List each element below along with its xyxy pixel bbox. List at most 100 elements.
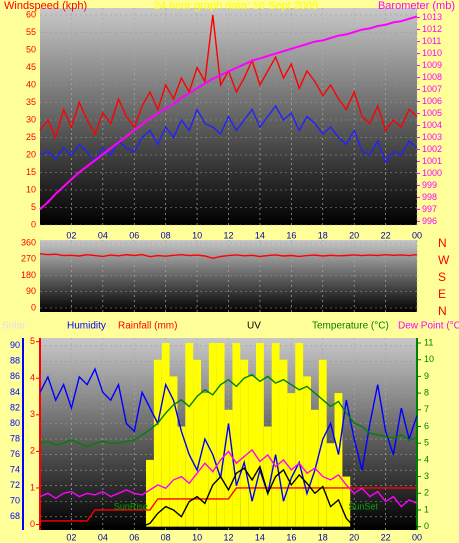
y-tick-label: 50: [26, 44, 36, 54]
solar-bar: [216, 343, 225, 527]
solar-bar: [208, 343, 217, 527]
solar-bar: [248, 376, 256, 527]
series-line: [40, 464, 417, 528]
solar-bar: [224, 409, 233, 527]
y-tick-label: 82: [10, 402, 20, 412]
series-line: [39, 448, 418, 508]
y2-tick-label: 0: [30, 519, 35, 529]
compass-label: N: [438, 304, 447, 318]
y-tick-label: 0: [31, 302, 36, 312]
y2-tick-label: 1009: [422, 60, 442, 70]
y2-tick-label: 1008: [422, 72, 442, 82]
y3-tick-label: 1: [424, 504, 429, 514]
y3-tick-label: 11: [424, 337, 433, 347]
x-tick-label: 18: [318, 230, 328, 240]
solar-bar: [232, 343, 241, 527]
x-tick-label: 20: [349, 230, 359, 240]
solar-bar: [201, 393, 209, 527]
y2-tick-label: 1013: [422, 12, 442, 22]
solar-bar: [263, 426, 272, 527]
x-tick-label: 16: [286, 230, 296, 240]
solar-bar: [146, 459, 154, 527]
x-tick-label: 08: [161, 532, 171, 542]
solar-bar: [318, 359, 327, 527]
compass-label: N: [438, 236, 447, 250]
series-line: [40, 487, 417, 522]
y2-tick-label: 999: [422, 180, 437, 190]
x-tick-label: 02: [66, 532, 76, 542]
y-tick-label: 90: [26, 286, 36, 296]
x-tick-label: 14: [255, 230, 265, 240]
x-tick-label: 10: [192, 230, 202, 240]
y-tick-label: 270: [21, 254, 36, 264]
x-tick-label: 00: [412, 532, 422, 542]
y3-tick-label: 9: [424, 371, 429, 381]
solar-bar: [287, 393, 296, 527]
x-tick-label: 20: [349, 532, 359, 542]
y2-tick-label: 5: [30, 336, 35, 346]
x-tick-label: 06: [129, 230, 139, 240]
y-tick-label: 25: [26, 132, 36, 142]
y-tick-label: 90: [10, 340, 20, 350]
y3-tick-label: 4: [424, 454, 429, 464]
y-tick-label: 40: [26, 79, 36, 89]
y2-tick-label: 4: [30, 373, 35, 383]
series-line: [39, 104, 418, 164]
y-tick-label: 0: [31, 219, 36, 229]
y-tick-label: 70: [10, 496, 20, 506]
x-tick-label: 06: [129, 532, 139, 542]
y3-tick-label: 2: [424, 488, 429, 498]
y-tick-label: 72: [10, 480, 20, 490]
y2-tick-label: 1: [30, 482, 35, 492]
solar-bar: [334, 393, 343, 527]
y2-tick-label: 998: [422, 192, 437, 202]
x-tick-label: 18: [318, 532, 328, 542]
y-tick-label: 88: [10, 356, 20, 366]
solar-bar: [255, 343, 264, 527]
x-tick-label: 00: [412, 230, 422, 240]
solar-bar: [169, 376, 178, 527]
chart-title: 24 hour graph data: 10 Sept 2009: [154, 0, 319, 12]
solar-bar: [271, 343, 280, 527]
x-tick-label: 02: [66, 230, 76, 240]
solar-bar: [153, 359, 162, 527]
y3-tick-label: 10: [424, 354, 434, 364]
y2-tick-label: 996: [422, 216, 437, 226]
x-tick-label: 04: [98, 230, 108, 240]
y-tick-label: 55: [26, 27, 36, 37]
legend-label: Dew Point (°C: [398, 321, 459, 332]
solar-bar: [295, 343, 304, 527]
y2-tick-label: 1001: [422, 156, 442, 166]
y-tick-label: 68: [10, 511, 20, 521]
y2-tick-label: 1007: [422, 84, 442, 94]
y-tick-label: 30: [26, 114, 36, 124]
y-tick-label: 35: [26, 97, 36, 107]
legend-label: Humidity: [67, 321, 106, 332]
x-tick-label: 04: [98, 532, 108, 542]
solar-bar: [326, 443, 335, 527]
y2-tick-label: 2: [30, 446, 35, 456]
y2-tick-label: 1011: [422, 36, 441, 46]
x-tick-label: 12: [223, 230, 233, 240]
y-tick-label: 84: [10, 387, 20, 397]
y2-axis-title: Barometer (mb): [378, 0, 455, 12]
annotation: SunSet: [348, 501, 378, 511]
series-line: [39, 15, 418, 211]
series-line: [39, 373, 418, 448]
compass-label: S: [438, 270, 446, 284]
x-tick-label: 14: [255, 532, 265, 542]
legend-label: Rainfall (mm): [118, 321, 177, 332]
y2-tick-label: 1003: [422, 132, 442, 142]
y3-tick-label: 3: [424, 471, 429, 481]
y2-tick-label: 3: [30, 409, 35, 419]
y-tick-label: 76: [10, 449, 20, 459]
solar-bar: [185, 343, 194, 527]
y-tick-label: 80: [10, 418, 20, 428]
series-line: [39, 367, 418, 502]
y-tick-label: 78: [10, 433, 20, 443]
y-tick-label: 45: [26, 62, 36, 72]
compass-label: E: [438, 287, 446, 301]
legend-label: Temperature (°C): [312, 321, 389, 332]
y2-tick-label: 1004: [422, 120, 442, 130]
